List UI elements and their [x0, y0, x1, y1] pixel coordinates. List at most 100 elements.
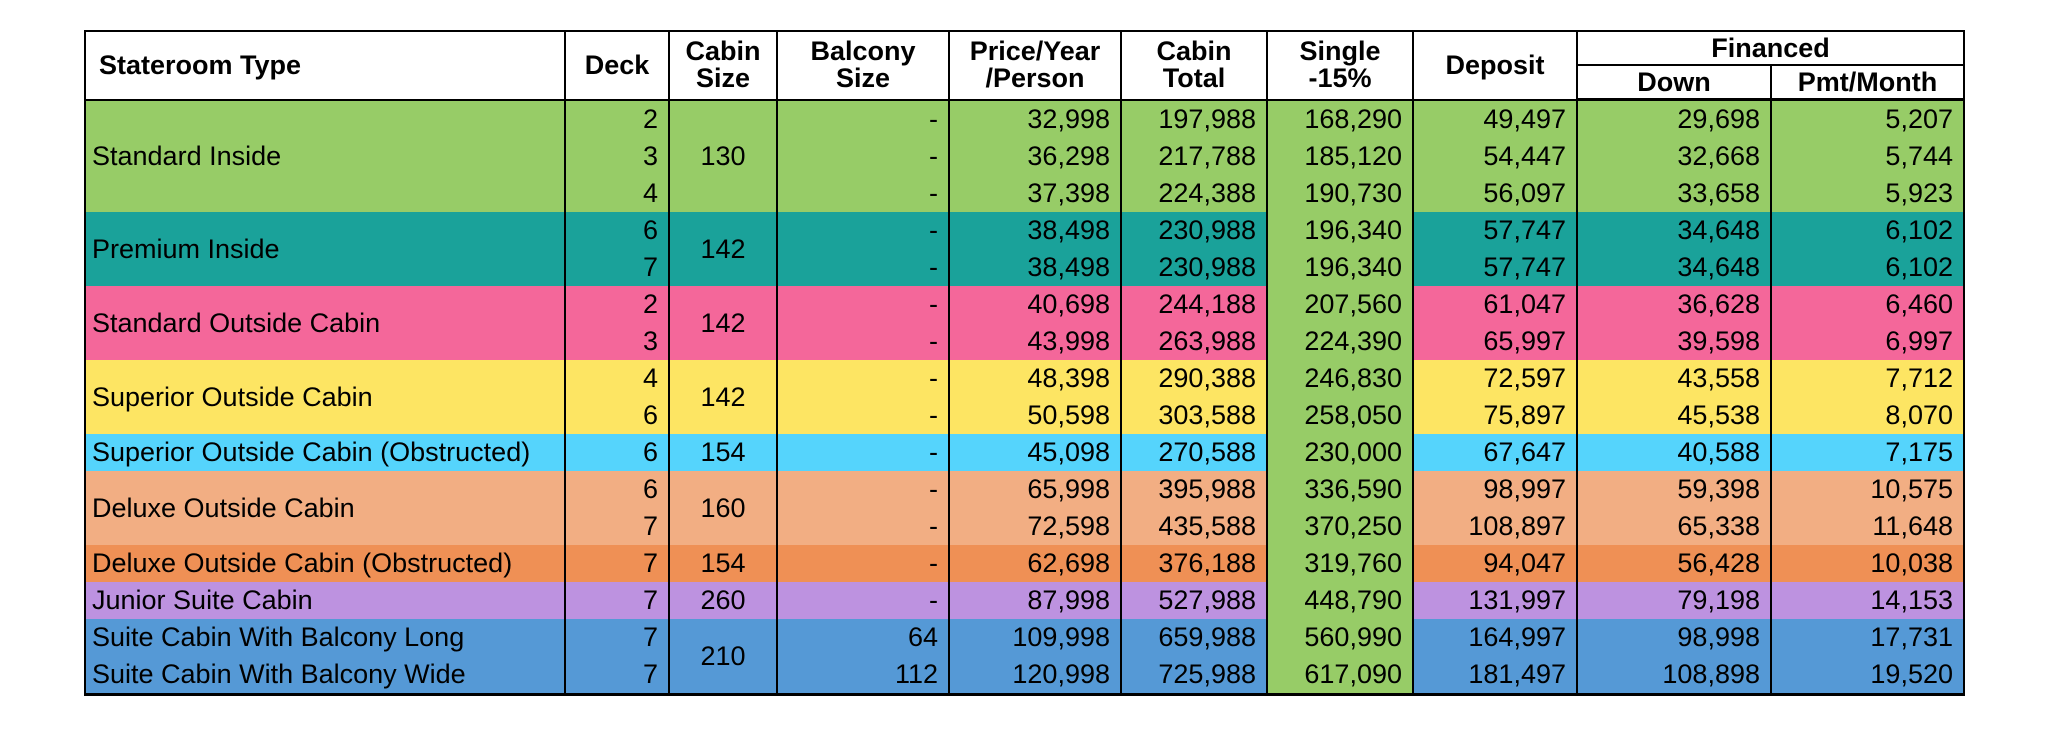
deposit-cell: 164,997	[1412, 619, 1578, 656]
monthly-payment-cell: 14,153	[1770, 582, 1965, 619]
price-per-person-cell: 120,998	[948, 656, 1122, 695]
balcony-size-cell: -	[776, 99, 950, 138]
cabin-total-cell: 230,988	[1120, 212, 1268, 249]
table-row: Suite Cabin With Balcony Long 7 210 64 109,9…	[84, 619, 1965, 695]
header-deposit: Deposit	[1412, 30, 1578, 101]
balcony-size-cell: -	[776, 397, 950, 434]
table-row: Superior Outside Cabin (Obstructed) 6 154-…	[84, 434, 1965, 471]
cabin-total-cell: 244,188	[1120, 286, 1268, 323]
cabin-total-cell: 395,988	[1120, 471, 1268, 508]
table-row: 3 -43,998 263,988 224,390 65,997 39,598 6,997	[85, 323, 1965, 360]
stateroom-type-cell: Standard Inside	[84, 99, 566, 212]
single-price-cell: 258,050	[1266, 397, 1414, 434]
down-payment-cell: 33,658	[1576, 175, 1772, 212]
cabin-size-cell: 142	[668, 360, 778, 434]
deck-cell: 2	[564, 99, 670, 138]
monthly-payment-cell: 5,207	[1770, 99, 1965, 138]
stateroom-pricing-table: Stateroom Type Deck Cabin Size Balcony Siz…	[84, 30, 1965, 696]
deposit-cell: 65,997	[1412, 323, 1578, 360]
single-price-cell: 190,730	[1266, 175, 1414, 212]
deck-cell: 6	[564, 434, 670, 471]
cabin-total-cell: 725,988	[1120, 656, 1268, 695]
balcony-size-cell: -	[776, 138, 950, 175]
deck-cell: 7	[564, 656, 670, 695]
header-cabin-total-line2: Total	[1162, 63, 1226, 94]
stateroom-type-cell: Deluxe Outside Cabin	[84, 471, 566, 545]
cabin-total-cell: 197,988	[1120, 99, 1268, 138]
down-payment-cell: 34,648	[1576, 249, 1772, 286]
single-price-cell: 207,560	[1266, 286, 1414, 323]
header-pmt-month: Pmt/Month	[1770, 64, 1965, 101]
down-payment-cell: 29,698	[1576, 99, 1772, 138]
cabin-size-cell: 142	[668, 286, 778, 360]
down-payment-cell: 40,588	[1576, 434, 1772, 471]
stateroom-type-cell: Standard Outside Cabin	[84, 286, 566, 360]
deck-cell: 2	[564, 286, 670, 323]
down-payment-cell: 79,198	[1576, 582, 1772, 619]
single-price-cell: 370,250	[1266, 508, 1414, 545]
price-per-person-cell: 38,498	[948, 212, 1122, 249]
single-price-cell: 224,390	[1266, 323, 1414, 360]
down-payment-cell: 43,558	[1576, 360, 1772, 397]
table-row: Premium Inside 6 142-38,498 230,988 196,340 5…	[84, 212, 1965, 286]
header-price-line2: /Person	[985, 63, 1085, 94]
table-row: 4 -37,398 224,388 190,730 56,097 33,658 5,923	[85, 175, 1965, 212]
down-payment-cell: 98,998	[1576, 619, 1772, 656]
monthly-payment-cell: 6,102	[1770, 212, 1965, 249]
deposit-cell: 98,997	[1412, 471, 1578, 508]
header-cabin-total-line1: Cabin	[1156, 36, 1232, 67]
price-per-person-cell: 72,598	[948, 508, 1122, 545]
balcony-size-cell: 64	[776, 619, 950, 656]
balcony-size-cell: 112	[776, 656, 950, 695]
monthly-payment-cell: 17,731	[1770, 619, 1965, 656]
header-single-line2: -15%	[1308, 63, 1372, 94]
balcony-size-cell: -	[776, 471, 950, 508]
cabin-total-cell: 527,988	[1120, 582, 1268, 619]
deposit-cell: 56,097	[1412, 175, 1578, 212]
price-per-person-cell: 50,598	[948, 397, 1122, 434]
stateroom-type-cell: Suite Cabin With Balcony Wide	[84, 656, 566, 695]
balcony-size-cell: -	[776, 175, 950, 212]
single-price-cell: 448,790	[1266, 582, 1414, 619]
price-per-person-cell: 65,998	[948, 471, 1122, 508]
deck-cell: 7	[564, 508, 670, 545]
cabin-total-cell: 290,388	[1120, 360, 1268, 397]
monthly-payment-cell: 7,712	[1770, 360, 1965, 397]
deck-cell: 7	[564, 545, 670, 582]
cabin-total-cell: 224,388	[1120, 175, 1268, 212]
deck-cell: 6	[564, 471, 670, 508]
down-payment-cell: 108,898	[1576, 656, 1772, 695]
single-price-cell: 185,120	[1266, 138, 1414, 175]
deposit-cell: 67,647	[1412, 434, 1578, 471]
header-down: Down	[1576, 64, 1772, 101]
price-per-person-cell: 48,398	[948, 360, 1122, 397]
table-row: 3 -36,298 217,788 185,120 54,447 32,668 5,744	[85, 138, 1965, 175]
header-deck: Deck	[564, 30, 670, 101]
down-payment-cell: 45,538	[1576, 397, 1772, 434]
monthly-payment-cell: 11,648	[1770, 508, 1965, 545]
header-balcony-size-line1: Balcony	[810, 36, 916, 67]
down-payment-cell: 39,598	[1576, 323, 1772, 360]
cabin-total-cell: 376,188	[1120, 545, 1268, 582]
header-cabin-size-line1: Cabin	[685, 36, 761, 67]
header-cabin-total: Cabin Total	[1120, 30, 1268, 101]
header-single-line1: Single	[1299, 36, 1381, 67]
deposit-cell: 57,747	[1412, 249, 1578, 286]
single-price-cell: 196,340	[1266, 249, 1414, 286]
cabin-size-cell: 160	[668, 471, 778, 545]
deposit-cell: 181,497	[1412, 656, 1578, 695]
stateroom-type-cell: Superior Outside Cabin	[84, 360, 566, 434]
cabin-size-cell: 260	[668, 582, 778, 619]
monthly-payment-cell: 7,175	[1770, 434, 1965, 471]
cabin-total-cell: 303,588	[1120, 397, 1268, 434]
cabin-total-cell: 659,988	[1120, 619, 1268, 656]
table-row: Standard Outside Cabin 2 142-40,698 244,188…	[84, 286, 1965, 360]
monthly-payment-cell: 6,102	[1770, 249, 1965, 286]
price-per-person-cell: 43,998	[948, 323, 1122, 360]
cabin-total-cell: 217,788	[1120, 138, 1268, 175]
single-price-cell: 336,590	[1266, 471, 1414, 508]
monthly-payment-cell: 19,520	[1770, 656, 1965, 695]
table-row: 7 -38,498 230,988 196,340 57,747 34,648 6,102	[85, 249, 1965, 286]
deposit-cell: 108,897	[1412, 508, 1578, 545]
deck-cell: 3	[564, 138, 670, 175]
